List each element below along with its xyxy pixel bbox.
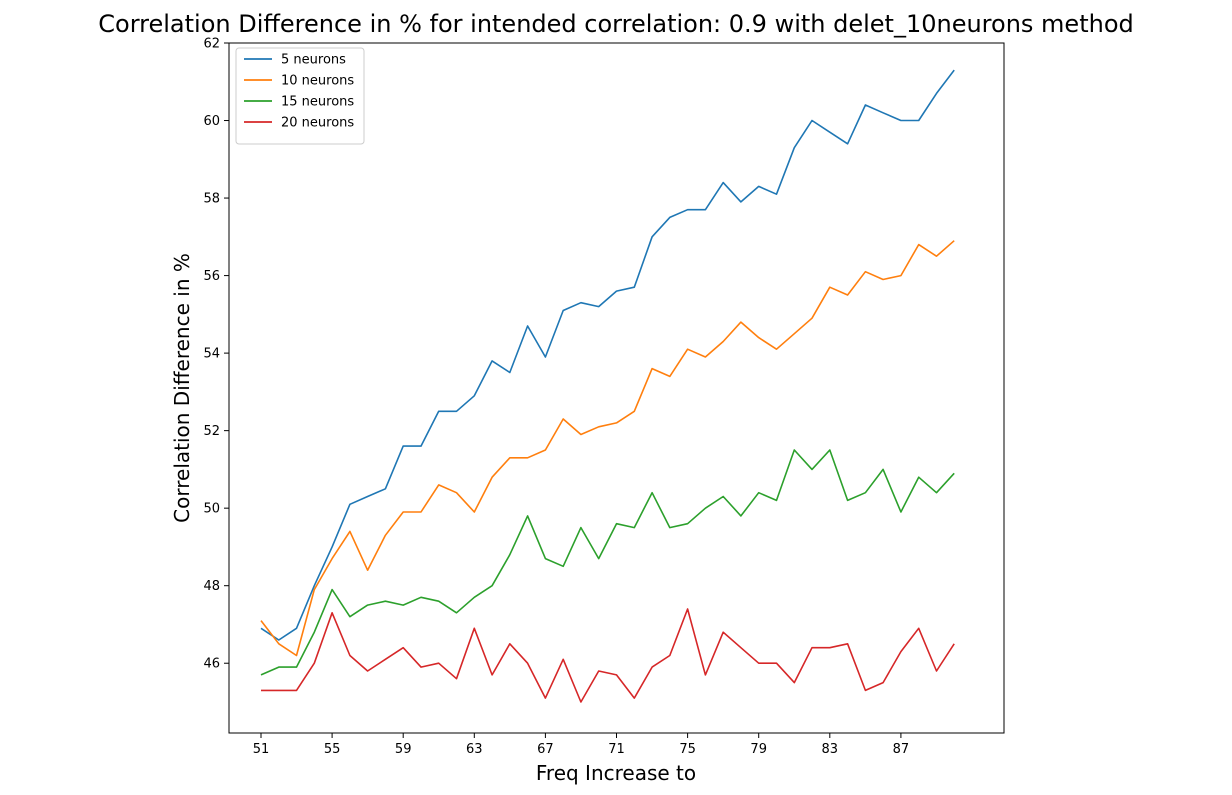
x-axis: 51 55 59 63 67 71 75 79 83 87 [253, 733, 909, 757]
x-tick-label: 51 [253, 742, 270, 757]
x-tick-label: 79 [750, 742, 767, 757]
legend-label: 20 neurons [281, 116, 354, 131]
legend-box [235, 47, 365, 145]
y-tick-label: 54 [203, 347, 220, 362]
y-tick-label: 48 [203, 579, 220, 594]
y-axis-label: Correlation Difference in % [170, 253, 194, 523]
legend-label: 5 neurons [281, 53, 346, 68]
x-tick-label: 63 [466, 742, 483, 757]
x-axis-label: Freq Increase to [536, 761, 696, 785]
x-tick-label: 87 [893, 742, 910, 757]
legend-label: 15 neurons [281, 95, 354, 110]
x-tick-label: 55 [324, 742, 341, 757]
y-tick-label: 62 [203, 37, 220, 52]
plot-area: 51 55 59 63 67 71 75 79 83 87 46 48 50 52 54 56 58 60 62 [203, 37, 1005, 757]
y-tick-label: 58 [203, 192, 220, 207]
x-tick-label: 71 [608, 742, 625, 757]
x-tick-label: 75 [679, 742, 696, 757]
series-line-2 [260, 240, 955, 657]
series-line-4 [261, 608, 955, 703]
x-tick-label: 83 [822, 742, 839, 757]
y-tick-label: 56 [203, 269, 220, 284]
y-tick-label: 50 [203, 502, 220, 517]
y-axis: 46 48 50 52 54 56 58 60 62 [203, 37, 229, 672]
y-tick-label: 46 [203, 657, 220, 672]
series-line-3 [260, 449, 955, 676]
x-tick-label: 59 [395, 742, 412, 757]
series-lines [260, 69, 955, 703]
plot-frame [228, 42, 1005, 734]
chart-title: Correlation Difference in % for intended… [98, 10, 1133, 38]
y-tick-label: 60 [203, 114, 220, 129]
legend: 5 neurons 10 neurons 15 neurons 20 neurons [235, 47, 365, 145]
series-line-1 [260, 69, 955, 641]
legend-label: 10 neurons [281, 74, 354, 89]
y-tick-label: 52 [203, 424, 220, 439]
x-tick-label: 67 [537, 742, 554, 757]
